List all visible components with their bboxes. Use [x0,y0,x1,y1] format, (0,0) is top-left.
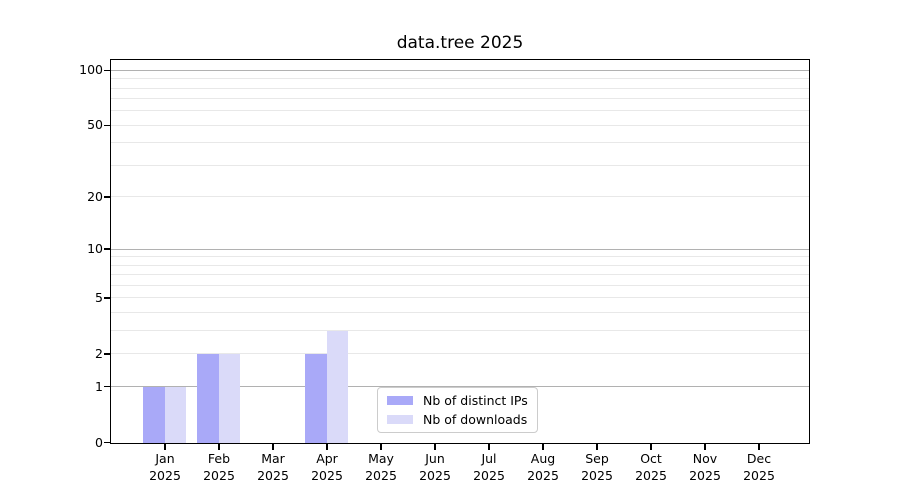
gridline-minor [111,312,809,314]
bar-distinct-ips [197,354,219,443]
x-tick-year: 2025 [311,468,343,483]
legend-label: Nb of downloads [423,412,528,427]
y-tick-label: 50 [87,117,103,133]
y-tick-mark [104,385,110,388]
y-tick-mark [104,248,110,250]
x-tick-label: Jul 2025 [462,450,516,484]
gridline-minor [111,124,809,126]
legend-row: Nb of distinct IPs [387,393,528,408]
gridline-minor [111,87,809,89]
plot-area: Nb of distinct IPs Nb of downloads [110,59,810,444]
x-tick-year: 2025 [419,468,451,483]
gridline-major [111,69,809,71]
y-tick-label: 2 [95,345,103,361]
x-tick-label: Apr 2025 [300,450,354,484]
x-tick-month: Aug [530,451,556,466]
gridline-minor [111,78,809,80]
x-tick-mark [272,444,274,450]
x-tick-year: 2025 [743,468,775,483]
x-tick-month: Apr [316,451,338,466]
x-tick-month: May [368,451,394,466]
x-tick-year: 2025 [635,468,667,483]
y-tick-mark [104,196,110,198]
x-tick-mark [164,444,166,450]
gridline-minor [111,110,809,112]
gridline-minor [111,297,809,299]
x-tick-year: 2025 [257,468,289,483]
gridline-minor [111,274,809,276]
gridline-minor [111,165,809,167]
y-tick-label: 5 [95,289,103,305]
x-tick-label: Sep 2025 [570,450,624,484]
x-tick-mark [758,444,760,450]
x-tick-mark [596,444,598,450]
x-tick-label: Aug 2025 [516,450,570,484]
y-tick-mark [104,297,110,299]
x-tick-year: 2025 [149,468,181,483]
x-tick-label: Mar 2025 [246,450,300,484]
x-tick-mark [434,444,436,450]
gridline-minor [111,98,809,100]
x-tick-month: Jun [425,451,445,466]
x-tick-month: Nov [692,451,718,466]
x-tick-mark [542,444,544,450]
bar-distinct-ips [143,387,165,443]
x-tick-label: May 2025 [354,450,408,484]
legend-row: Nb of downloads [387,412,528,427]
x-tick-year: 2025 [581,468,613,483]
x-tick-year: 2025 [365,468,397,483]
gridline-major [111,248,809,250]
bar-distinct-ips [305,354,327,443]
y-tick-label: 1 [95,378,103,394]
x-tick-label: Feb 2025 [192,450,246,484]
legend-swatch [387,396,413,405]
x-tick-month: Mar [261,451,285,466]
x-tick-year: 2025 [203,468,235,483]
y-tick-mark [104,124,110,127]
gridline-minor [111,142,809,144]
chart-title: data.tree 2025 [396,33,524,53]
x-tick-label: Dec 2025 [732,450,786,484]
gridline-minor [111,353,809,355]
bar-downloads [326,331,348,443]
x-tick-year: 2025 [527,468,559,483]
x-tick-month: Dec [746,451,772,466]
gridline-major [111,386,809,388]
x-tick-mark [650,444,652,450]
bar-downloads [218,354,240,443]
x-tick-month: Sep [585,451,609,466]
bar-downloads [164,387,186,443]
x-tick-month: Oct [640,451,662,466]
x-tick-mark [704,444,706,450]
y-tick-label: 100 [79,62,103,78]
legend: Nb of distinct IPs Nb of downloads [377,387,538,433]
y-tick-label: 0 [95,434,103,450]
gridline-minor [111,330,809,332]
gridline-minor [111,285,809,287]
legend-swatch [387,415,413,424]
y-tick-mark [104,441,110,444]
x-tick-label: Jan 2025 [138,450,192,484]
x-tick-month: Jul [481,451,497,466]
x-tick-mark [488,444,490,450]
y-tick-mark [104,69,110,71]
y-tick-label: 10 [87,241,103,257]
gridline-minor [111,264,809,266]
gridline-minor [111,256,809,258]
x-tick-month: Feb [207,451,231,466]
x-tick-mark [380,444,382,450]
gridline-minor [111,196,809,198]
x-tick-label: Oct 2025 [624,450,678,484]
x-tick-label: Nov 2025 [678,450,732,484]
y-tick-label: 20 [87,188,103,204]
x-tick-year: 2025 [689,468,721,483]
x-tick-mark [218,444,220,450]
legend-label: Nb of distinct IPs [423,393,528,408]
x-tick-mark [326,444,328,450]
x-tick-label: Jun 2025 [408,450,462,484]
x-tick-month: Jan [155,451,175,466]
y-tick-mark [104,353,110,355]
x-tick-year: 2025 [473,468,505,483]
